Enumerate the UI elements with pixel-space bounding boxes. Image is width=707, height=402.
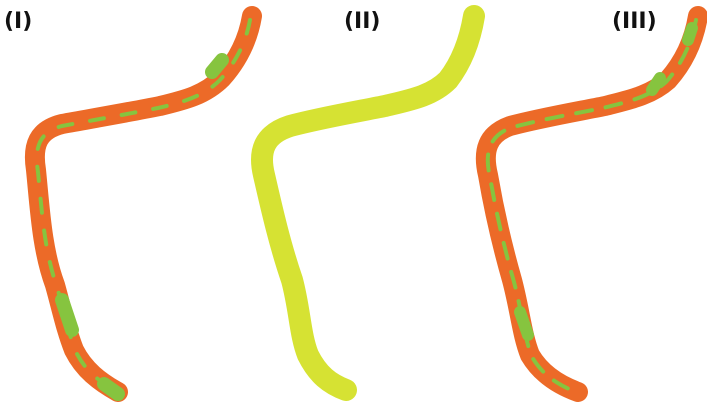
panel-label: (I): [4, 9, 32, 34]
panel-label: (III): [612, 9, 657, 34]
river-yellow: [262, 16, 474, 390]
panel-label: (II): [344, 9, 380, 34]
panel-one: (I): [4, 9, 252, 394]
panel-three: (III): [486, 9, 698, 392]
panel-two: (II): [262, 9, 474, 390]
figure: (I) (II) (III): [0, 0, 707, 402]
river-orange: [486, 16, 698, 392]
